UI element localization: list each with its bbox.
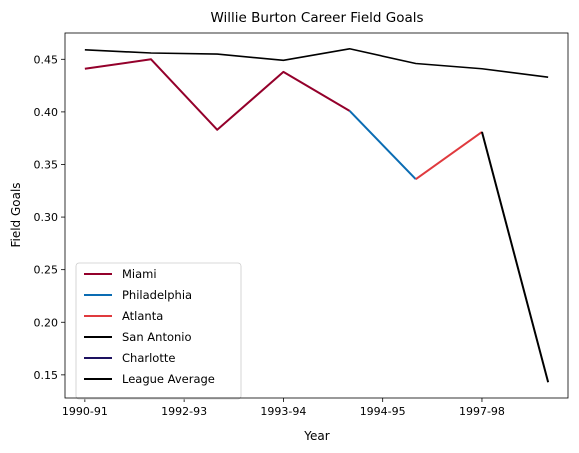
x-tick-label: 1993-94 — [260, 405, 306, 418]
legend-label: Charlotte — [122, 351, 175, 365]
series-line-miami — [84, 58, 351, 131]
legend: Miami Philadelphia Atlanta San Antonio Charl… — [75, 262, 242, 400]
legend-box — [75, 262, 242, 400]
legend-label: Philadelphia — [122, 288, 192, 302]
y-axis: 0.15 0.20 0.25 0.30 0.35 0.40 0.45 — [34, 53, 65, 382]
y-tick-label: 0.45 — [34, 53, 59, 66]
series-line-philadelphia — [348, 110, 417, 180]
x-tick-label: 1994-95 — [360, 405, 406, 418]
x-tick-label: 1992-93 — [161, 405, 207, 418]
axes-frame — [64, 32, 569, 399]
legend-label: Miami — [122, 267, 157, 281]
y-tick-label: 0.25 — [34, 264, 59, 277]
y-tick-label: 0.20 — [34, 316, 59, 329]
x-axis: 1990-91 1992-93 1993-94 1994-95 1997-98 — [62, 398, 505, 418]
x-tick-label: 1990-91 — [62, 405, 108, 418]
legend-label: League Average — [122, 372, 215, 386]
y-axis-label: Field Goals — [9, 182, 23, 247]
y-tick-label: 0.40 — [34, 106, 59, 119]
legend-label: Atlanta — [122, 309, 163, 323]
legend-label: San Antonio — [122, 330, 192, 344]
series-line-atlanta — [415, 131, 483, 181]
x-tick-label: 1997-98 — [459, 405, 505, 418]
x-axis-label: Year — [303, 429, 329, 443]
series-line-san-antonio — [480, 131, 550, 383]
plot-area — [84, 47, 550, 383]
y-tick-label: 0.35 — [34, 158, 59, 171]
chart-title: Willie Burton Career Field Goals — [210, 10, 423, 26]
y-tick-label: 0.15 — [34, 369, 59, 382]
series-line-league-average — [84, 47, 549, 78]
y-tick-label: 0.30 — [34, 211, 59, 224]
